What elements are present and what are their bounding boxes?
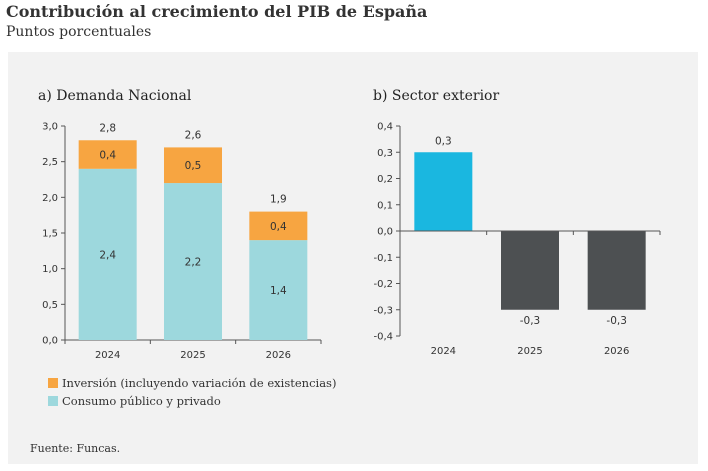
legend-label-inversion: Inversión (incluyendo variación de exist… bbox=[62, 376, 337, 390]
label-exterior-2026: -0,3 bbox=[606, 315, 627, 327]
panel-a-ytick-label: 0,0 bbox=[42, 336, 58, 347]
bar-inversion-2026 bbox=[249, 211, 308, 241]
bar-consumo-2026 bbox=[249, 240, 308, 340]
legend-item-inversion: Inversión (incluyendo variación de exist… bbox=[48, 374, 336, 392]
panel-a-xtick-label: 2025 bbox=[180, 350, 205, 361]
bar-consumo-2025 bbox=[164, 183, 222, 340]
panel-b-ytick-label: 0,3 bbox=[377, 148, 393, 159]
panel-b-ytick-label: -0,4 bbox=[373, 332, 393, 343]
panel-b-ytick-label: 0,4 bbox=[377, 122, 393, 133]
panel-b-xtick-label: 2026 bbox=[604, 346, 629, 357]
label-consumo-2024: 2,4 bbox=[99, 249, 116, 261]
chart-subtitle: Puntos porcentuales bbox=[6, 24, 152, 40]
bar-inversion-2024 bbox=[78, 140, 137, 169]
panel-b-ytick-label: 0,1 bbox=[377, 200, 393, 211]
label-inversion-2025: 0,5 bbox=[185, 160, 202, 172]
label-inversion-2024: 0,4 bbox=[99, 150, 116, 162]
label-inversion-2026: 0,4 bbox=[270, 221, 287, 233]
label-total-2024: 2,8 bbox=[99, 122, 116, 134]
panel-b-xtick-label: 2024 bbox=[431, 346, 456, 357]
panel-b-ytick-label: 0,0 bbox=[377, 227, 393, 238]
panel-a-ytick-label: 3,0 bbox=[42, 122, 58, 133]
bar-consumo-2024 bbox=[78, 168, 137, 340]
panel-a-ytick-label: 2,5 bbox=[42, 157, 58, 168]
panel-b-xtick-label: 2025 bbox=[517, 346, 542, 357]
label-consumo-2025: 2,2 bbox=[185, 257, 202, 269]
panel-b-title: b) Sector exterior bbox=[373, 88, 499, 104]
bar-inversion-2025 bbox=[164, 147, 222, 184]
panel-a-ytick-label: 0,5 bbox=[42, 300, 58, 311]
panel-a-ytick-label: 1,0 bbox=[42, 264, 58, 275]
panel-a-ytick-label: 2,0 bbox=[42, 193, 58, 204]
legend-swatch-inversion bbox=[48, 378, 58, 388]
label-total-2026: 1,9 bbox=[270, 194, 287, 206]
label-consumo-2026: 1,4 bbox=[270, 285, 287, 297]
bar-exterior-2024 bbox=[414, 152, 473, 231]
panel-b-ytick-label: 0,2 bbox=[377, 174, 393, 185]
label-total-2025: 2,6 bbox=[185, 129, 202, 141]
panel-b-ytick-label: -0,2 bbox=[373, 279, 393, 290]
charts-svg: a) Demanda Nacional 0,0 0,5 1,0 1,5 2,0 2,5 3,0… bbox=[38, 88, 661, 361]
panel-a-xtick-label: 2024 bbox=[95, 350, 120, 361]
legend: Inversión (incluyendo variación de exist… bbox=[48, 374, 336, 410]
label-exterior-2025: -0,3 bbox=[520, 315, 541, 327]
legend-item-consumo: Consumo público y privado bbox=[48, 392, 336, 410]
source-note: Fuente: Funcas. bbox=[30, 442, 121, 455]
legend-label-consumo: Consumo público y privado bbox=[62, 394, 221, 408]
bar-exterior-2026 bbox=[587, 231, 646, 310]
chart-panel: a) Demanda Nacional 0,0 0,5 1,0 1,5 2,0 2,5 3,0… bbox=[8, 52, 698, 464]
legend-swatch-consumo bbox=[48, 396, 58, 406]
chart-title: Contribución al crecimiento del PIB de E… bbox=[6, 2, 428, 21]
panel-a-xtick-label: 2026 bbox=[266, 350, 291, 361]
panel-a-ytick-label: 1,5 bbox=[42, 229, 58, 240]
panel-b-ytick-label: -0,1 bbox=[373, 253, 393, 264]
label-exterior-2024: 0,3 bbox=[435, 135, 452, 147]
bar-exterior-2025 bbox=[501, 231, 559, 310]
panel-a-title: a) Demanda Nacional bbox=[38, 88, 192, 104]
panel-b-ytick-label: -0,3 bbox=[373, 305, 393, 316]
